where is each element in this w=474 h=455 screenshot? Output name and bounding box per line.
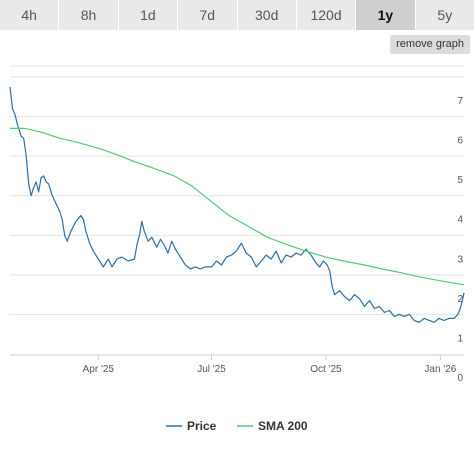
legend-sma-label: SMA 200 xyxy=(258,419,308,433)
x-tick-label: Jan '26 xyxy=(424,364,456,375)
remove-graph-button[interactable]: remove graph xyxy=(390,35,470,54)
legend: Price SMA 200 xyxy=(166,419,308,433)
y-tick-label: 7 xyxy=(457,96,463,107)
tab-4h[interactable]: 4h xyxy=(0,0,59,30)
tab-5y[interactable]: 5y xyxy=(415,0,474,30)
tab-1y[interactable]: 1y xyxy=(356,0,415,30)
x-tick-label: Apr '25 xyxy=(83,364,115,375)
sma-series-line xyxy=(10,127,465,286)
y-axis-ticks: 0 1 2 3 4 5 6 7 xyxy=(457,96,463,384)
tab-7d[interactable]: 7d xyxy=(178,0,237,30)
tab-8h[interactable]: 8h xyxy=(59,0,118,30)
y-tick-label: 1 xyxy=(457,333,463,344)
range-tabs: 4h 8h 1d 7d 30d 120d 1y 5y xyxy=(0,0,474,30)
x-axis-ticks: Apr '25 Jul '25 Oct '25 Jan '26 xyxy=(83,355,457,375)
tab-120d[interactable]: 120d xyxy=(296,0,356,30)
legend-price-label: Price xyxy=(187,419,217,433)
x-tick-label: Jul '25 xyxy=(197,364,226,375)
gridlines xyxy=(10,65,464,356)
price-series-line xyxy=(9,86,465,323)
y-tick-label: 0 xyxy=(457,373,463,384)
tab-30d[interactable]: 30d xyxy=(237,0,296,30)
tab-1d[interactable]: 1d xyxy=(118,0,178,30)
y-tick-label: 5 xyxy=(457,175,463,186)
y-tick-label: 2 xyxy=(457,294,463,305)
y-tick-label: 4 xyxy=(457,215,463,226)
series-lines xyxy=(9,86,465,323)
y-tick-label: 6 xyxy=(457,136,463,147)
x-tick-label: Oct '25 xyxy=(310,364,342,375)
y-tick-label: 3 xyxy=(457,254,463,265)
